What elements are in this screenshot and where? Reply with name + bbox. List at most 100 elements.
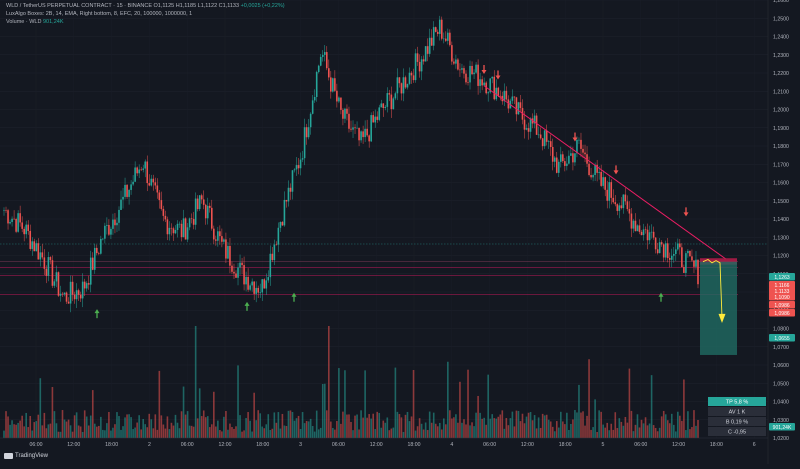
volume-bar — [186, 411, 189, 438]
price-tick-label: 1,0300 — [773, 418, 789, 424]
volume-bar — [501, 410, 504, 438]
volume-bar — [408, 421, 411, 438]
candle-body — [551, 146, 554, 162]
volume-bar — [87, 425, 90, 438]
candle-body — [440, 19, 443, 39]
volume-bar — [574, 410, 576, 438]
volume-bar — [15, 424, 17, 438]
volume-bar — [150, 419, 153, 438]
candle-body — [610, 182, 613, 198]
candle-body — [5, 210, 7, 211]
volume-bar — [305, 420, 308, 438]
volume-bar — [325, 410, 328, 438]
candle-body — [447, 32, 449, 41]
volume-bar — [493, 418, 496, 438]
candle-body — [555, 157, 558, 173]
candle-body — [495, 87, 498, 100]
volume-bar — [223, 416, 225, 438]
volume-bar — [358, 429, 360, 438]
volume-bar — [551, 426, 554, 438]
volume-bar — [557, 427, 560, 438]
candle-body — [330, 77, 332, 92]
candle-body — [132, 181, 134, 185]
volume-bar — [638, 427, 641, 438]
volume-bar — [132, 429, 134, 438]
candle-body — [317, 65, 320, 73]
symbol-legend[interactable]: WLD / TetherUS PERPETUAL CONTRACT · 15 ·… — [6, 3, 285, 10]
candle-body — [493, 76, 496, 100]
candle-body — [672, 253, 675, 256]
volume-bar — [170, 422, 173, 438]
candle-body — [289, 187, 292, 192]
volume-bar — [311, 426, 314, 438]
volume-bar — [152, 428, 155, 438]
volume-bar — [330, 421, 332, 438]
price-axis: 1,2600 1,2500 1,2400 1,2300 1,2200 1,2100 1,20… — [767, 0, 800, 464]
volume-badge — [769, 423, 795, 431]
volume-bar — [79, 426, 82, 438]
candle-body — [33, 241, 36, 252]
candle-body — [695, 259, 697, 267]
volume-bar — [362, 417, 364, 438]
volume-bar — [672, 424, 675, 438]
volume-bar — [166, 416, 169, 438]
volume-bar — [598, 410, 600, 438]
trade-stat-row — [708, 427, 766, 436]
volume-bar — [83, 410, 86, 438]
volume-label: Volume · WLD — [6, 19, 42, 25]
candle-body — [525, 128, 528, 130]
volume-bar — [564, 424, 566, 438]
candle-body — [315, 72, 318, 97]
candle-body — [223, 239, 225, 242]
candle-body — [584, 152, 586, 155]
volume-bar — [227, 429, 229, 438]
volume-bar — [549, 421, 552, 438]
volume-bar — [457, 422, 459, 438]
volume-bar — [321, 383, 324, 438]
chart-grid — [0, 0, 768, 439]
volume-bar — [586, 415, 588, 438]
candle-body — [21, 222, 23, 229]
candle-body — [479, 79, 481, 86]
volume-bar — [632, 431, 635, 438]
volume-bar — [164, 428, 167, 438]
volume-bar — [221, 431, 223, 438]
volume-bar — [299, 429, 302, 438]
candle-body — [394, 93, 397, 99]
volume-bar — [85, 416, 88, 438]
candle-body — [656, 249, 659, 254]
candle-body — [210, 207, 213, 229]
trade-stat-label: B 0,19 % — [726, 420, 748, 426]
price-tick-label: 1,1900 — [773, 126, 789, 132]
candle-body — [313, 96, 316, 101]
candle-body — [414, 53, 417, 81]
candle-body — [352, 127, 354, 130]
candle-body — [77, 290, 80, 295]
indicator-legend[interactable]: LuxAlgo Boxes: 2B, 14, EMA, Right bottom… — [6, 11, 192, 18]
price-badge-label: 1,1133 — [775, 289, 790, 295]
volume-bar — [7, 416, 9, 438]
candle-body — [549, 141, 552, 147]
volume-bar — [53, 411, 56, 438]
volume-bar — [693, 410, 695, 438]
volume-bar — [27, 427, 30, 438]
candle-body — [505, 90, 508, 100]
volume-bar — [622, 425, 625, 438]
volume-bar — [545, 414, 548, 438]
volume-bar — [239, 415, 241, 438]
candle-body — [45, 268, 48, 276]
candle-body — [309, 113, 312, 128]
volume-bar — [469, 425, 471, 438]
volume-bar — [98, 425, 100, 438]
candle-body — [275, 244, 278, 246]
volume-legend[interactable]: Volume · WLD 901,24K — [6, 19, 64, 26]
volume-bar — [584, 425, 586, 438]
candle-body — [96, 247, 98, 254]
candle-body — [660, 242, 663, 245]
candle-body — [426, 46, 429, 54]
candle-body — [263, 279, 266, 289]
price-tick-label: 1,2600 — [773, 0, 789, 4]
candle-body — [360, 131, 362, 141]
volume-bar — [112, 427, 114, 438]
